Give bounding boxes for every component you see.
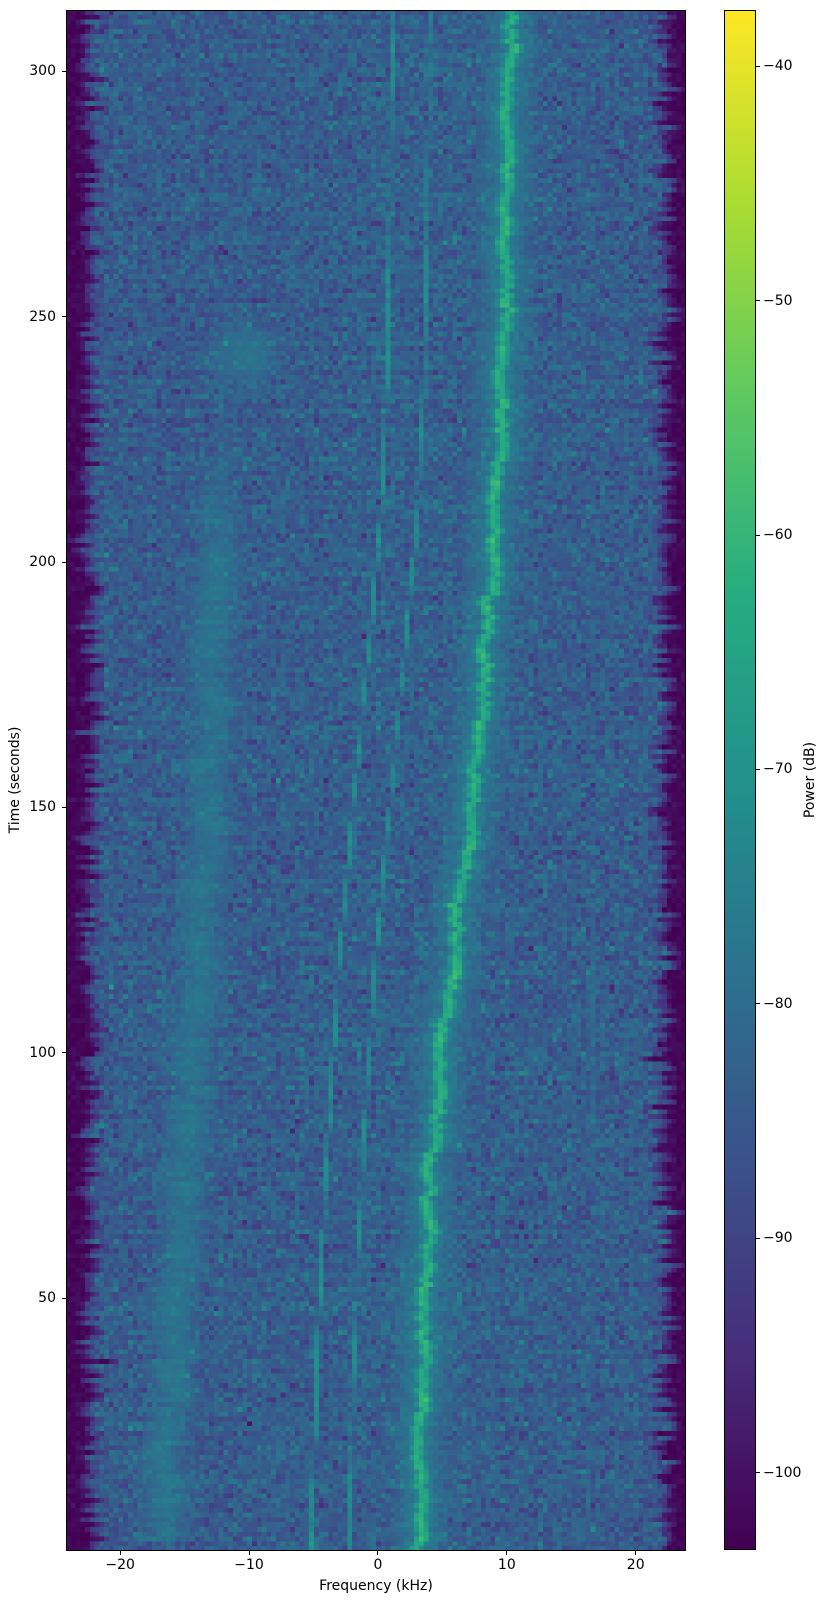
x-tick-mark xyxy=(119,1551,121,1555)
y-tick-mark xyxy=(62,1297,66,1299)
colorbar-canvas xyxy=(724,10,756,1550)
colorbar-tick-label: −40 xyxy=(763,58,793,75)
y-tick-mark xyxy=(62,316,66,318)
y-tick-label: 200 xyxy=(29,554,56,571)
colorbar-tick-label: −80 xyxy=(763,995,793,1012)
y-tick-label: 150 xyxy=(29,799,56,816)
x-tick-mark xyxy=(248,1551,250,1555)
y-axis-label: Time (seconds) xyxy=(7,726,23,834)
colorbar-tick-mark xyxy=(756,65,760,67)
colorbar-tick-label: −100 xyxy=(763,1464,802,1481)
y-tick-mark xyxy=(62,561,66,563)
y-tick-mark xyxy=(62,806,66,808)
x-tick-label: −10 xyxy=(234,1557,264,1573)
y-tick-label: 300 xyxy=(29,63,56,80)
colorbar-tick-mark xyxy=(756,534,760,536)
colorbar-tick-label: −90 xyxy=(763,1230,793,1247)
y-tick-label: 50 xyxy=(38,1290,56,1307)
x-tick-label: 10 xyxy=(497,1557,516,1573)
x-tick-mark xyxy=(635,1551,637,1555)
x-tick-label: −20 xyxy=(105,1557,135,1573)
colorbar-tick-label: −60 xyxy=(763,527,793,544)
colorbar-tick-mark xyxy=(756,300,760,302)
x-tick-mark xyxy=(377,1551,379,1555)
x-tick-label: 0 xyxy=(373,1557,383,1573)
y-tick-mark xyxy=(62,1052,66,1054)
y-tick-mark xyxy=(62,70,66,72)
colorbar-label: Power (dB) xyxy=(802,741,818,819)
spectrogram-canvas xyxy=(66,10,686,1551)
colorbar-tick-mark xyxy=(756,1003,760,1005)
colorbar-tick-mark xyxy=(756,768,760,770)
colorbar-tick-mark xyxy=(756,1472,760,1474)
x-tick-label: 20 xyxy=(626,1557,645,1573)
y-tick-label: 100 xyxy=(29,1044,56,1061)
colorbar-tick-mark xyxy=(756,1237,760,1239)
x-tick-mark xyxy=(506,1551,508,1555)
x-axis-label: Frequency (kHz) xyxy=(319,1578,433,1594)
colorbar-tick-label: −70 xyxy=(763,761,793,778)
y-tick-label: 250 xyxy=(29,308,56,325)
colorbar-tick-label: −50 xyxy=(763,292,793,309)
